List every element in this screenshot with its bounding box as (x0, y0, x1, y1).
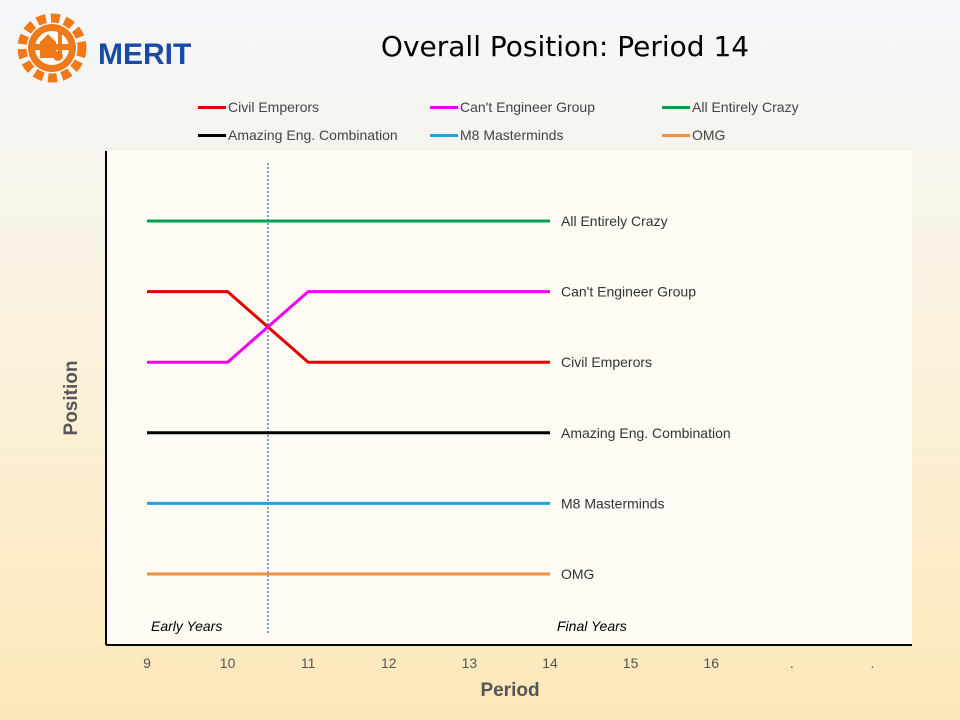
annotation-label: Final Years (557, 618, 627, 634)
legend-swatch (662, 105, 690, 109)
x-tick-label: 16 (703, 655, 719, 671)
legend-swatch (198, 105, 226, 109)
series-line (147, 290, 550, 364)
x-axis-label: Period (480, 680, 540, 701)
chart-title: Overall Position: Period 14 (380, 30, 750, 63)
legend-item: All Entirely Crazy (662, 96, 799, 118)
x-tick-label: 10 (220, 655, 236, 671)
legend-label: M8 Masterminds (460, 127, 564, 143)
x-tick-label: . (870, 655, 874, 671)
x-tick-label: 9 (143, 655, 151, 671)
logo-text: MERIT (98, 38, 192, 71)
x-tick-label: 12 (381, 655, 397, 671)
legend-swatch (430, 133, 458, 137)
series-end-label: Civil Emperors (561, 354, 652, 370)
legend-label: OMG (692, 127, 726, 143)
plot-area (106, 151, 912, 645)
series-end-label: All Entirely Crazy (561, 213, 668, 229)
legend-label: Can't Engineer Group (460, 99, 595, 115)
legend-label: Amazing Eng. Combination (228, 127, 398, 143)
legend-swatch (662, 133, 690, 137)
series-end-label: OMG (561, 566, 594, 582)
legend-swatch (198, 133, 226, 137)
legend-item: Amazing Eng. Combination (198, 124, 398, 146)
legend-item: Can't Engineer Group (430, 96, 595, 118)
legend-item: M8 Masterminds (430, 124, 563, 146)
legend-label: All Entirely Crazy (692, 99, 799, 115)
annotation-label: Early Years (151, 618, 222, 634)
y-axis-label: Position (61, 360, 82, 436)
x-tick-label: 14 (542, 655, 558, 671)
legend-swatch (430, 105, 458, 109)
legend-item: Civil Emperors (198, 96, 319, 118)
legend-label: Civil Emperors (228, 99, 320, 115)
merit-logo: MERIT (10, 8, 191, 88)
series-end-label: Can't Engineer Group (561, 284, 696, 300)
series-end-label: M8 Masterminds (561, 495, 664, 511)
x-tick-label: 15 (623, 655, 639, 671)
x-tick-label: 11 (301, 655, 316, 671)
x-tick-label: 13 (462, 655, 478, 671)
series-end-label: Amazing Eng. Combination (561, 425, 731, 441)
x-tick-label: . (790, 655, 794, 671)
legend-item: OMG (662, 124, 725, 146)
gear-logo-icon (17, 13, 87, 83)
legend: Civil Emperors Can't Engineer Group All En… (198, 96, 858, 152)
series-line (147, 290, 550, 364)
